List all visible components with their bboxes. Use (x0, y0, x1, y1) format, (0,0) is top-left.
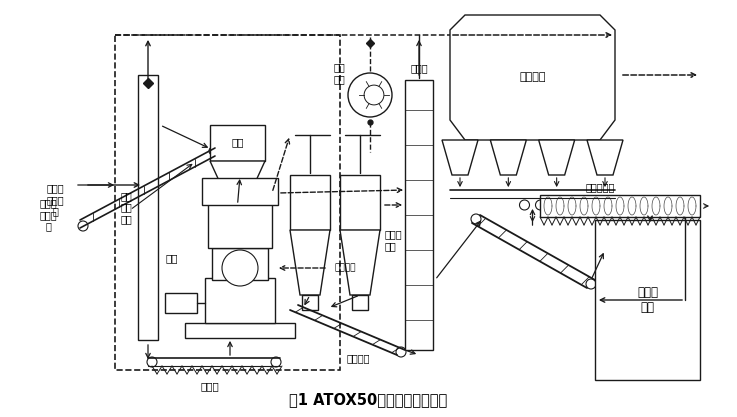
Text: 窑尾热风: 窑尾热风 (335, 264, 357, 272)
Bar (595, 220, 700, 380)
Bar (210, 125, 265, 161)
Text: 图1 ATOX50立磨生产工艺流程: 图1 ATOX50立磨生产工艺流程 (290, 392, 447, 407)
Text: 空气斜槽: 空气斜槽 (346, 353, 370, 363)
Text: 立磨: 立磨 (166, 253, 178, 263)
Bar (138, 75, 158, 340)
Bar (212, 248, 268, 280)
Text: 循环
风机: 循环 风机 (333, 62, 345, 84)
Text: 提升机: 提升机 (411, 63, 427, 73)
Circle shape (147, 357, 157, 367)
Polygon shape (210, 161, 265, 197)
Circle shape (78, 221, 88, 231)
Polygon shape (442, 140, 478, 175)
Bar (340, 175, 380, 230)
Bar (185, 323, 295, 338)
Circle shape (209, 147, 217, 155)
Bar (229, 197, 245, 205)
Bar (202, 178, 278, 205)
Bar (302, 295, 318, 310)
Circle shape (471, 214, 481, 224)
Bar (352, 295, 368, 310)
Text: 来自生
料配料
站: 来自生 料配料 站 (46, 183, 64, 216)
Text: 螺旋输送机: 螺旋输送机 (585, 182, 615, 192)
Text: 袋收尘器: 袋收尘器 (520, 73, 546, 83)
Text: 皮带机: 皮带机 (200, 381, 220, 391)
Circle shape (364, 85, 384, 105)
Circle shape (271, 357, 281, 367)
Polygon shape (340, 230, 380, 295)
Circle shape (536, 200, 545, 210)
Text: 料仓: 料仓 (231, 138, 244, 148)
Bar (405, 80, 433, 350)
Polygon shape (450, 15, 615, 140)
Polygon shape (290, 230, 330, 295)
Polygon shape (490, 140, 526, 175)
Circle shape (222, 250, 258, 286)
Circle shape (520, 200, 529, 210)
Bar (115, 35, 340, 370)
Bar (165, 293, 197, 313)
Text: 来自生
料配料
站: 来自生 料配料 站 (39, 198, 57, 231)
Polygon shape (539, 140, 575, 175)
Text: 旋风收
尘器: 旋风收 尘器 (385, 229, 402, 251)
Text: 外循
环提
升机: 外循 环提 升机 (120, 191, 132, 224)
Text: 生料均
化库: 生料均 化库 (637, 286, 658, 314)
Circle shape (348, 73, 392, 117)
Bar (208, 203, 272, 248)
Polygon shape (587, 140, 623, 175)
Circle shape (396, 347, 406, 357)
Bar (205, 278, 275, 323)
Bar (290, 175, 330, 230)
Circle shape (586, 279, 596, 289)
Bar (540, 195, 700, 217)
